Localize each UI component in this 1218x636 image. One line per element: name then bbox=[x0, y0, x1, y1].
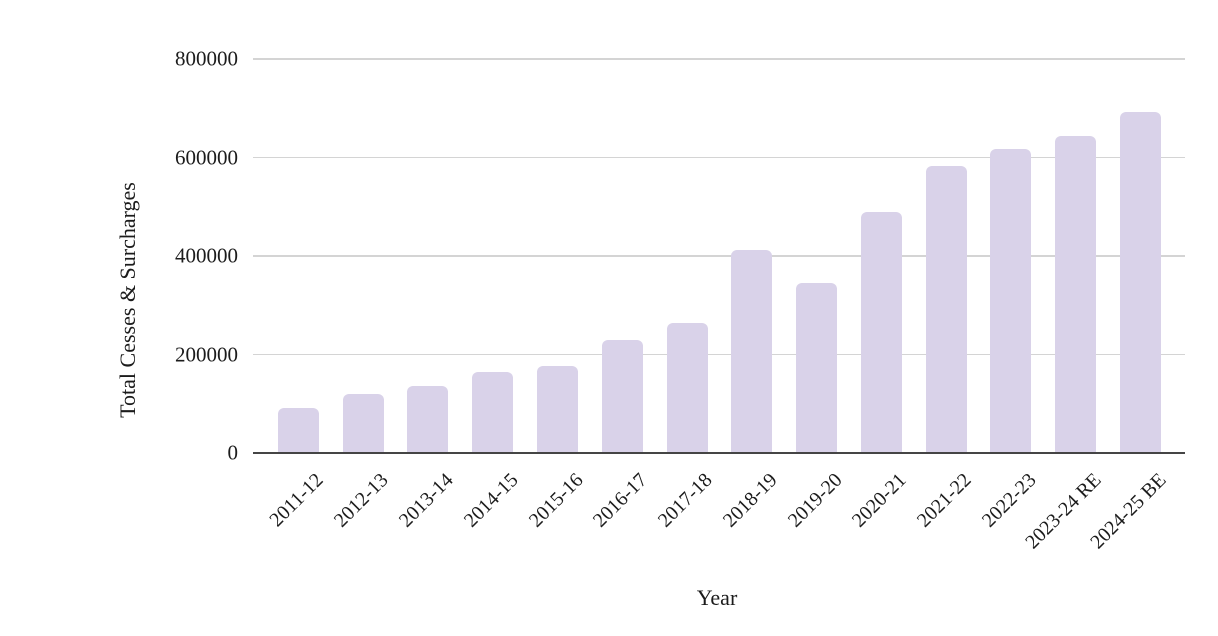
x-tick-label-2015-16: 2015-16 bbox=[524, 469, 588, 532]
bar-band bbox=[719, 59, 784, 453]
x-tick-label-2011-12: 2011-12 bbox=[265, 469, 328, 532]
y-tick-label-400000: 400000 bbox=[175, 243, 238, 268]
x-tick-label-2012-13: 2012-13 bbox=[330, 469, 393, 532]
y-axis-title: Total Cesses & Surcharges bbox=[115, 182, 140, 418]
bar-band bbox=[979, 59, 1044, 453]
bar-band bbox=[266, 59, 331, 453]
x-tick-label-2019-20: 2019-20 bbox=[783, 469, 847, 532]
bar-band bbox=[1108, 59, 1173, 453]
bar-2017-18 bbox=[666, 322, 708, 453]
bar-band bbox=[460, 59, 525, 453]
x-tick-label-2013-14: 2013-14 bbox=[394, 469, 458, 532]
bar-2021-22 bbox=[925, 166, 967, 453]
x-axis-title: Year bbox=[696, 585, 738, 610]
gridline-400000 bbox=[253, 255, 1185, 257]
bar-band bbox=[849, 59, 914, 453]
bar-2023-24 RE bbox=[1055, 136, 1097, 453]
bar-band bbox=[331, 59, 396, 453]
gridline-600000 bbox=[253, 156, 1185, 158]
bar-2019-20 bbox=[796, 282, 838, 453]
bar-2015-16 bbox=[537, 365, 579, 453]
bar-band bbox=[396, 59, 461, 453]
bar-band bbox=[914, 59, 979, 453]
bar-2018-19 bbox=[731, 249, 773, 453]
x-tick-label-2018-19: 2018-19 bbox=[718, 469, 782, 532]
bar-2024-25 BE bbox=[1120, 112, 1162, 453]
x-tick-label-2017-18: 2017-18 bbox=[653, 469, 717, 532]
bar-band bbox=[784, 59, 849, 453]
x-tick-label-2022-23: 2022-23 bbox=[977, 469, 1041, 532]
x-tick-label-2021-22: 2021-22 bbox=[913, 469, 976, 532]
bar-2020-21 bbox=[860, 211, 902, 453]
bar-2016-17 bbox=[601, 339, 643, 453]
x-tick-label-2014-15: 2014-15 bbox=[459, 469, 523, 532]
x-tick-label-2016-17: 2016-17 bbox=[589, 469, 652, 532]
bar-2014-15 bbox=[472, 371, 514, 453]
bar-band bbox=[525, 59, 590, 453]
bar-band bbox=[1043, 59, 1108, 453]
gridline-200000 bbox=[253, 353, 1185, 355]
bar-2011-12 bbox=[277, 407, 319, 453]
y-tick-label-200000: 200000 bbox=[175, 342, 238, 366]
x-axis-line bbox=[253, 451, 1185, 454]
bar-2022-23 bbox=[990, 148, 1032, 453]
bar-2012-13 bbox=[342, 393, 384, 453]
bar-band bbox=[655, 59, 720, 453]
plot-area bbox=[253, 58, 1185, 454]
bar-series bbox=[266, 59, 1173, 453]
gridline-800000 bbox=[253, 58, 1185, 60]
y-tick-label-800000: 800000 bbox=[175, 46, 238, 71]
y-tick-label-600000: 600000 bbox=[175, 145, 238, 169]
x-tick-label-2020-21: 2020-21 bbox=[848, 469, 912, 532]
y-tick-label-0: 0 bbox=[227, 440, 239, 465]
bar-2013-14 bbox=[407, 386, 449, 453]
bar-band bbox=[590, 59, 655, 453]
